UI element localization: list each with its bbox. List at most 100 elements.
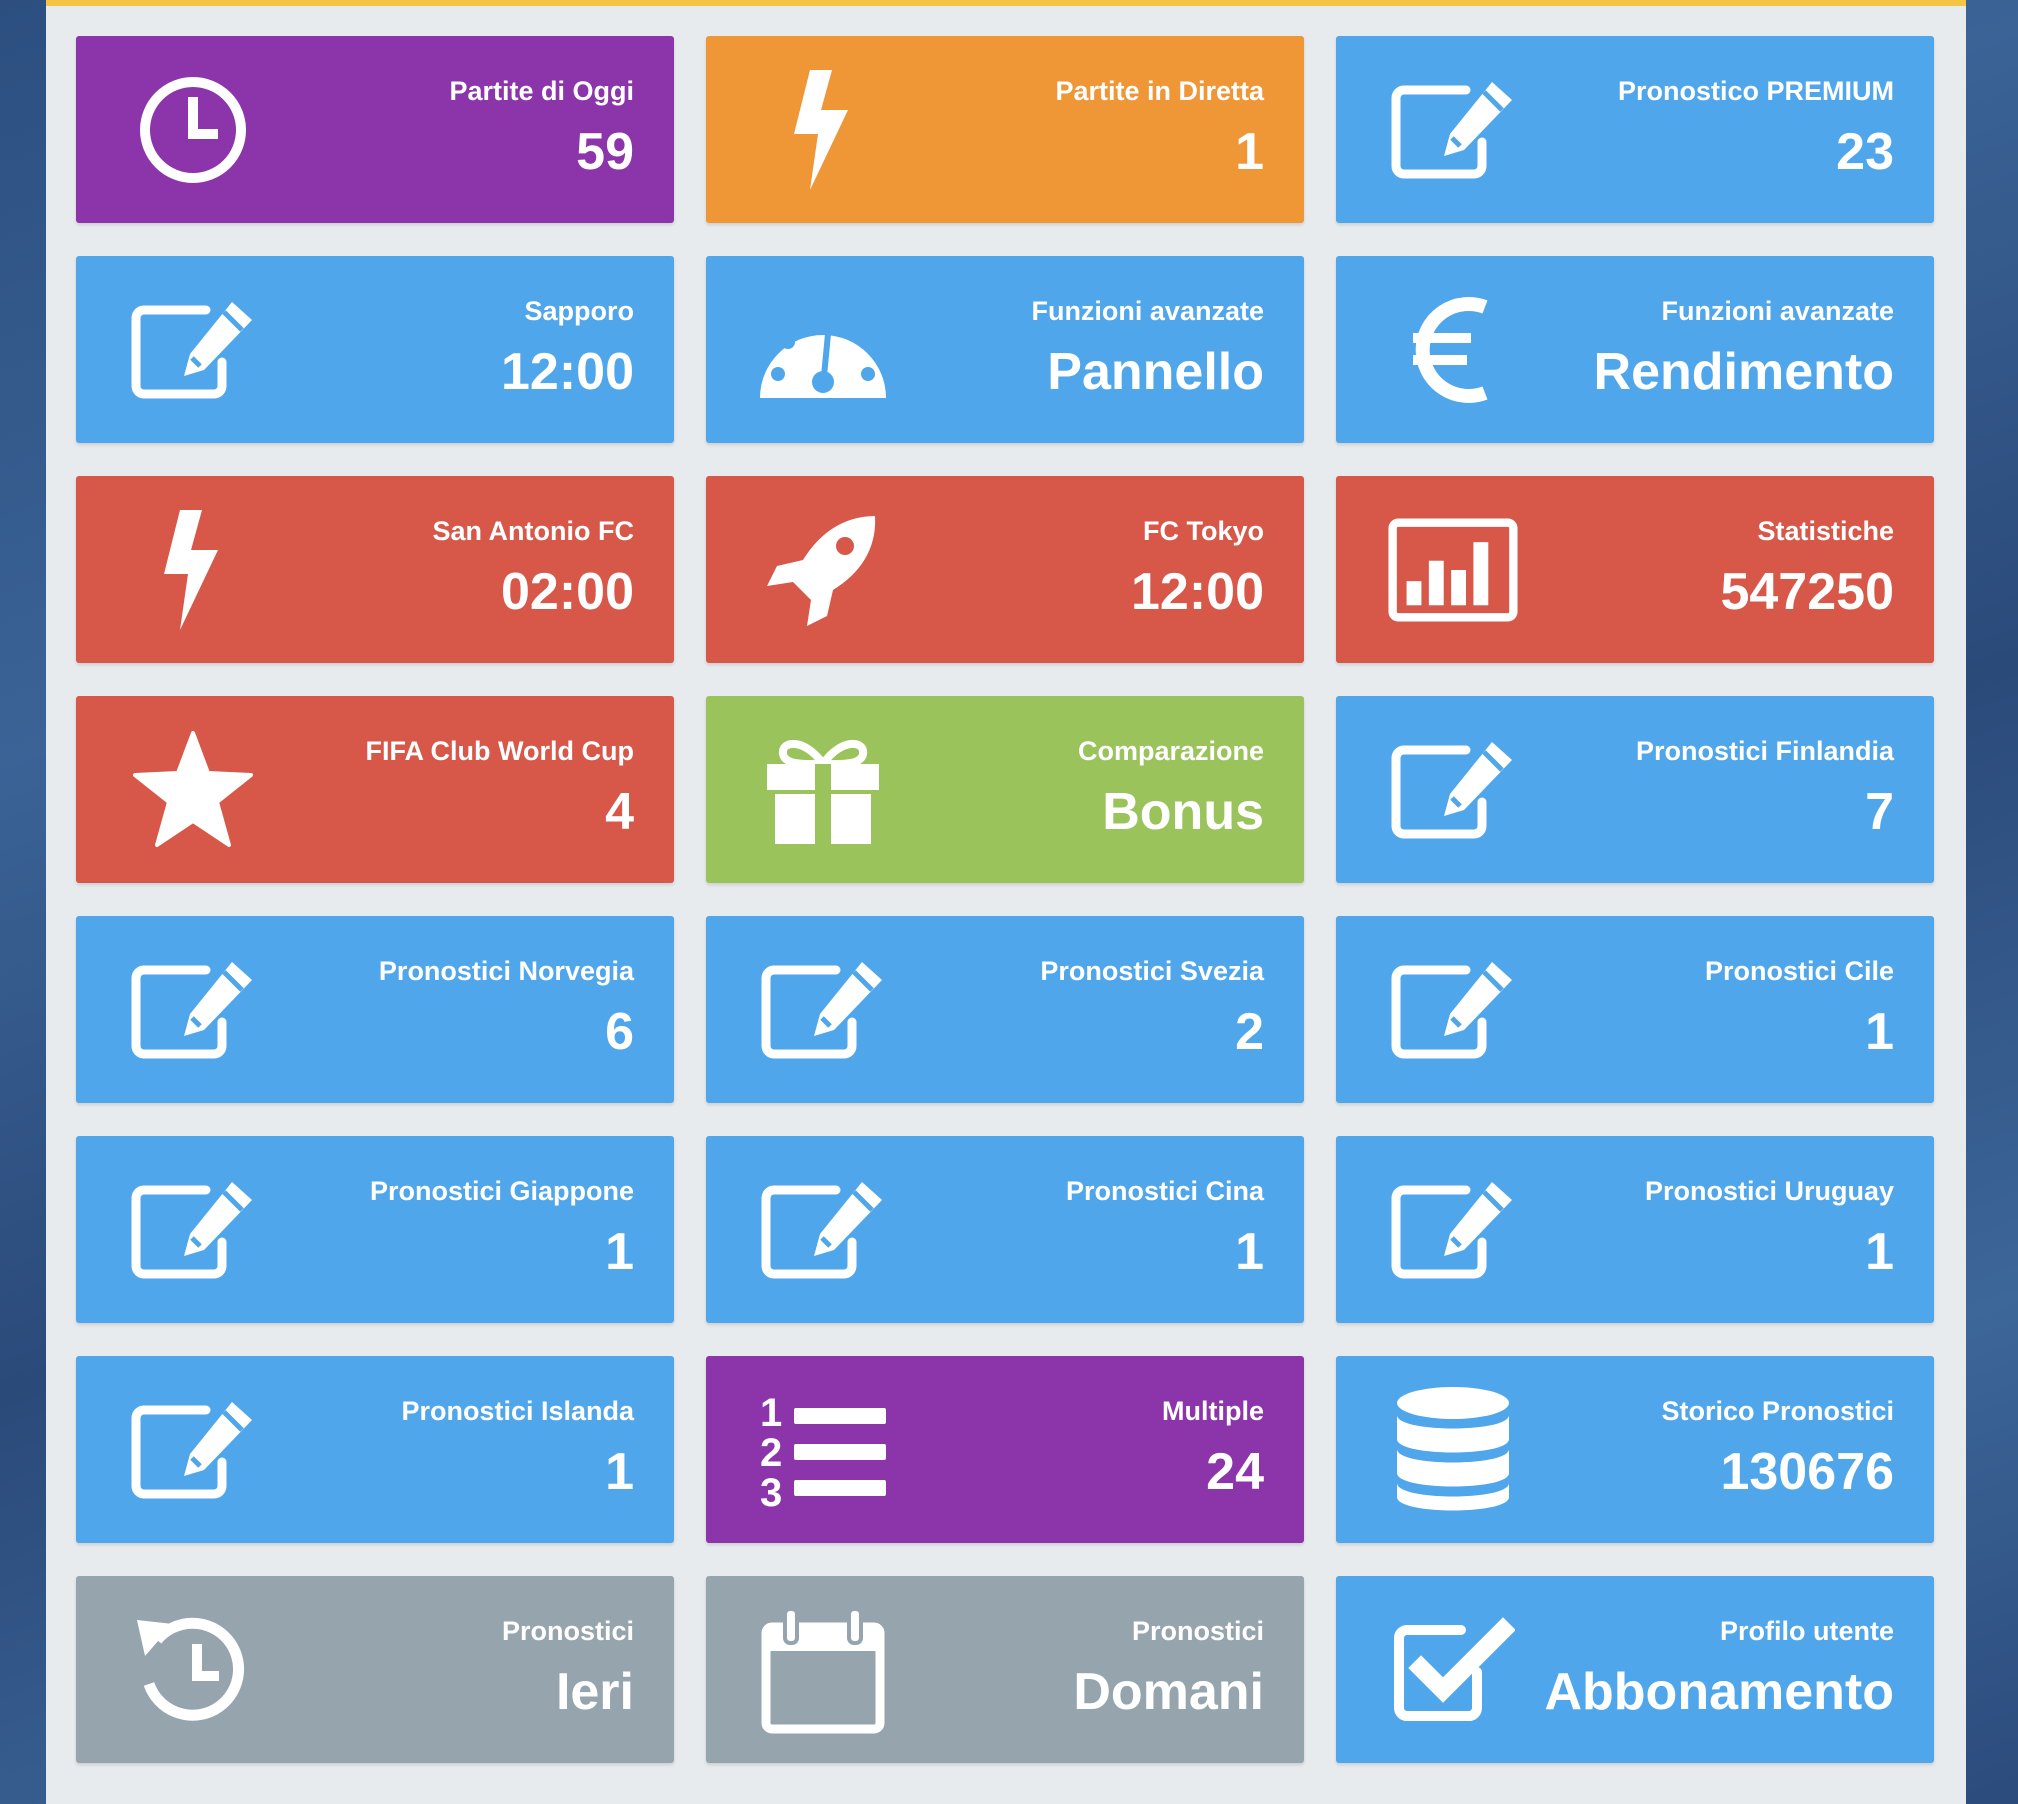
history-icon — [128, 1614, 258, 1726]
tile-partite-di-oggi-59[interactable]: Partite di Oggi 59 — [76, 36, 674, 223]
tile-label: Pronostici — [1131, 1616, 1264, 1646]
tile-label: Multiple — [1162, 1396, 1264, 1426]
tile-label: Pronostici Uruguay — [1644, 1176, 1894, 1206]
tile-pronostici-svezia-2[interactable]: Pronostici Svezia 2 — [706, 916, 1304, 1103]
tile-value: 02:00 — [501, 563, 634, 621]
svg-text:2: 2 — [760, 1431, 782, 1475]
tile-pronostici-ieri[interactable]: Pronostici Ieri — [76, 1576, 674, 1763]
tile-label: Pronostici Norvegia — [378, 956, 634, 986]
tile-label: Pronostici Giappone — [369, 1176, 634, 1206]
tile-value: 12:00 — [1131, 563, 1264, 621]
bar-chart-icon — [1388, 514, 1518, 626]
tile-value: Domani — [1073, 1663, 1264, 1721]
tile-pronostici-domani[interactable]: Pronostici Domani — [706, 1576, 1304, 1763]
tile-value: Abbonamento — [1544, 1663, 1894, 1721]
tile-value: Bonus — [1102, 783, 1264, 841]
tile-value: 1 — [605, 1223, 634, 1281]
edit-icon — [758, 954, 888, 1066]
edit-icon — [1388, 1174, 1518, 1286]
tile-pronostici-giappone-1[interactable]: Pronostici Giappone 1 — [76, 1136, 674, 1323]
tile-value: 4 — [605, 783, 634, 841]
dashboard-icon — [758, 294, 888, 406]
tile-value: 130676 — [1720, 1443, 1894, 1501]
tile-value: 1 — [1865, 1223, 1894, 1281]
tile-label: FIFA Club World Cup — [365, 736, 634, 766]
tile-profilo-utente-abbonamento[interactable]: Profilo utente Abbonamento — [1336, 1576, 1934, 1763]
tile-label: Comparazione — [1077, 736, 1264, 766]
tile-label: Pronostici Islanda — [401, 1396, 634, 1426]
tile-fc-tokyo-12-00[interactable]: FC Tokyo 12:00 — [706, 476, 1304, 663]
tile-multiple-24[interactable]: 1 2 3 Multiple 24 — [706, 1356, 1304, 1543]
tile-pronostici-islanda-1[interactable]: Pronostici Islanda 1 — [76, 1356, 674, 1543]
svg-text:3: 3 — [760, 1471, 782, 1510]
tile-label: Statistiche — [1757, 516, 1894, 546]
tile-value: Rendimento — [1593, 343, 1894, 401]
rocket-icon — [758, 514, 888, 626]
tile-pronostici-cile-1[interactable]: Pronostici Cile 1 — [1336, 916, 1934, 1103]
tile-value: Pannello — [1047, 343, 1264, 401]
tile-value: 23 — [1836, 123, 1894, 181]
tile-storico-pronostici-130676[interactable]: Storico Pronostici 130676 — [1336, 1356, 1934, 1543]
tile-pronostici-cina-1[interactable]: Pronostici Cina 1 — [706, 1136, 1304, 1323]
tile-label: Pronostici Finlandia — [1635, 736, 1894, 766]
tile-pronostico-premium-23[interactable]: Pronostico PREMIUM 23 — [1336, 36, 1934, 223]
tile-fifa-club-world-cup-4[interactable]: FIFA Club World Cup 4 — [76, 696, 674, 883]
tile-value: 12:00 — [501, 343, 634, 401]
tile-partite-in-diretta-1[interactable]: Partite in Diretta 1 — [706, 36, 1304, 223]
tile-value: 547250 — [1720, 563, 1894, 621]
tile-label: Pronostici Cile — [1704, 956, 1894, 986]
edit-icon — [128, 1394, 258, 1506]
tile-label: Sapporo — [524, 296, 634, 326]
clock-icon — [128, 74, 258, 186]
edit-icon — [1388, 734, 1518, 846]
tile-statistiche-547250[interactable]: Statistiche 547250 — [1336, 476, 1934, 663]
euro-icon — [1388, 294, 1518, 406]
tile-label: Pronostici Svezia — [1040, 956, 1264, 986]
edit-icon — [128, 294, 258, 406]
star-icon — [128, 731, 258, 847]
tile-san-antonio-fc-02-00[interactable]: San Antonio FC 02:00 — [76, 476, 674, 663]
edit-icon — [128, 954, 258, 1066]
tile-label: Pronostici — [501, 1616, 634, 1646]
edit-icon — [758, 1174, 888, 1286]
calendar-icon — [758, 1607, 888, 1734]
tile-label: FC Tokyo — [1143, 516, 1264, 546]
tile-funzioni-avanzate-rendimento[interactable]: Funzioni avanzate Rendimento — [1336, 256, 1934, 443]
tile-value: 1 — [605, 1443, 634, 1501]
tile-label: Funzioni avanzate — [1661, 296, 1894, 326]
gift-icon — [758, 734, 888, 846]
svg-text:1: 1 — [760, 1391, 782, 1435]
tile-label: San Antonio FC — [432, 516, 634, 546]
tile-value: 7 — [1865, 783, 1894, 841]
tile-value: 1 — [1865, 1003, 1894, 1061]
tile-label: Partite in Diretta — [1055, 76, 1264, 106]
tile-value: 59 — [576, 123, 634, 181]
checkbox-icon — [1388, 1614, 1518, 1726]
tile-label: Profilo utente — [1720, 1616, 1894, 1646]
tile-label: Pronostici Cina — [1065, 1176, 1264, 1206]
tile-pronostici-uruguay-1[interactable]: Pronostici Uruguay 1 — [1336, 1136, 1934, 1323]
tile-pronostici-norvegia-6[interactable]: Pronostici Norvegia 6 — [76, 916, 674, 1103]
dashboard-panel: Partite di Oggi 59 Partite in Diretta 1 Pron… — [46, 0, 1966, 1804]
tile-sapporo-12-00[interactable]: Sapporo 12:00 — [76, 256, 674, 443]
tile-pronostici-finlandia-7[interactable]: Pronostici Finlandia 7 — [1336, 696, 1934, 883]
tile-label: Funzioni avanzate — [1031, 296, 1264, 326]
tile-value: Ieri — [555, 1663, 634, 1721]
tile-value: 6 — [605, 1003, 634, 1061]
tile-value: 1 — [1235, 1223, 1264, 1281]
tile-funzioni-avanzate-pannello[interactable]: Funzioni avanzate Pannello — [706, 256, 1304, 443]
edit-icon — [128, 1174, 258, 1286]
tile-comparazione-bonus[interactable]: Comparazione Bonus — [706, 696, 1304, 883]
tile-value: 1 — [1235, 123, 1264, 181]
edit-icon — [1388, 74, 1518, 186]
edit-icon — [1388, 954, 1518, 1066]
tile-label: Storico Pronostici — [1661, 1396, 1894, 1426]
tile-label: Pronostico PREMIUM — [1617, 76, 1894, 106]
database-icon — [1388, 1387, 1518, 1511]
bolt-icon — [128, 510, 258, 630]
tile-value: 24 — [1206, 1443, 1264, 1501]
tile-label: Partite di Oggi — [449, 76, 634, 106]
bolt-icon — [758, 70, 888, 190]
tile-value: 2 — [1235, 1003, 1264, 1061]
